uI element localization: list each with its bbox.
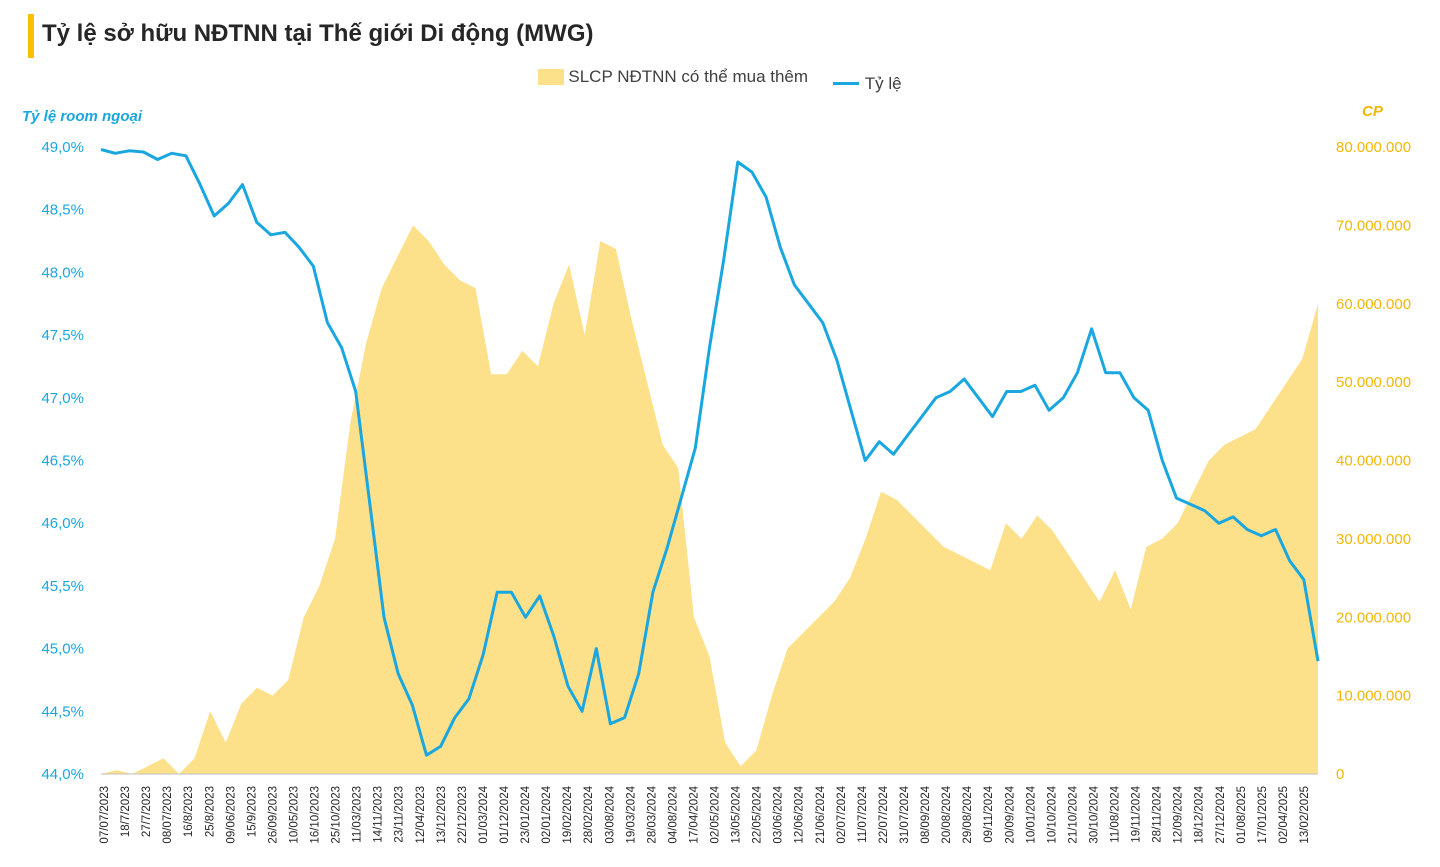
x-tick-label: 01/03/2024: [478, 785, 490, 843]
right-tick-label: 20.000.000: [1336, 609, 1411, 626]
x-tick-label: 28/02/2024: [583, 785, 595, 843]
x-tick-label: 18/7/2023: [120, 786, 132, 837]
left-tick-label: 46,5%: [41, 453, 84, 470]
legend-item-area: SLCP NĐTNN có thể mua thêm: [538, 67, 808, 87]
x-tick-label: 28/11/2024: [1152, 785, 1164, 842]
x-tick-label: 22/12/2023: [457, 786, 469, 844]
x-tick-label: 02/05/2024: [710, 785, 722, 843]
legend-swatch-area: [538, 69, 565, 85]
x-tick-label: 04/08/2024: [667, 785, 679, 843]
x-tick-label: 19/02/2024: [562, 785, 574, 843]
x-tick-label: 13/05/2024: [731, 785, 743, 843]
legend: SLCP NĐTNN có thể mua thêm Tỷ lệ: [0, 67, 1440, 94]
x-tick-label: 23/01/2024: [520, 785, 532, 843]
x-tick-label: 07/07/2023: [99, 786, 111, 844]
right-tick-label: 60.000.000: [1336, 296, 1411, 313]
x-tick-label: 30/10/2024: [1088, 785, 1100, 843]
left-tick-label: 47,0%: [41, 390, 84, 407]
x-tick-label: 11/08/2024: [1110, 785, 1122, 842]
right-axis-title: CP: [1362, 103, 1383, 120]
x-tick-label: 27/7/2023: [141, 786, 153, 837]
x-tick-label: 14/11/2023: [373, 786, 385, 843]
right-tick-label: 0: [1336, 766, 1344, 783]
x-tick-label: 02/07/2024: [836, 785, 848, 843]
x-tick-label: 25/8/2023: [204, 786, 216, 837]
left-tick-label: 44,0%: [41, 766, 84, 783]
x-tick-label: 12/06/2024: [794, 785, 806, 843]
left-tick-label: 45,0%: [41, 641, 84, 658]
x-tick-label: 03/08/2024: [604, 785, 616, 843]
x-tick-label: 02/04/2025: [1278, 786, 1290, 844]
area-series-slcp: [101, 225, 1318, 774]
x-tick-label: 10/05/2023: [288, 786, 300, 844]
right-tick-label: 80.000.000: [1336, 139, 1411, 156]
left-axis-title: Tỷ lệ room ngoại: [22, 108, 143, 125]
x-tick-label: 22/07/2024: [878, 785, 890, 843]
x-tick-label: 09/11/2024: [983, 785, 995, 842]
left-tick-label: 49,0%: [41, 139, 84, 156]
x-tick-label: 08/07/2023: [162, 786, 174, 844]
x-tick-label: 20/08/2024: [941, 785, 953, 843]
legend-item-line: Tỷ lệ: [832, 73, 902, 94]
right-tick-label: 30.000.000: [1336, 531, 1411, 548]
x-tick-label: 13/12/2023: [436, 786, 448, 844]
x-tick-label: 23/11/2023: [394, 786, 406, 843]
x-tick-label: 22/05/2024: [752, 785, 764, 843]
x-tick-label: 21/06/2024: [815, 785, 827, 843]
x-tick-label: 12/04/2023: [415, 786, 427, 844]
x-tick-label: 31/07/2024: [899, 785, 911, 843]
x-tick-label: 01/12/2024: [499, 785, 511, 843]
x-tick-label: 09/06/2023: [225, 786, 237, 844]
x-tick-label: 18/12/2024: [1194, 785, 1206, 843]
right-tick-label: 50.000.000: [1336, 374, 1411, 391]
left-tick-label: 46,0%: [41, 515, 84, 532]
x-tick-label: 20/09/2024: [1004, 785, 1016, 843]
right-tick-label: 40.000.000: [1336, 453, 1411, 470]
x-tick-label: 16/10/2023: [310, 786, 322, 844]
title-accent-bar: [28, 14, 34, 58]
x-tick-label: 17/04/2024: [688, 785, 700, 843]
x-tick-label: 11/03/2023: [352, 786, 364, 843]
x-tick-label: 21/10/2024: [1067, 785, 1079, 843]
left-tick-label: 44,5%: [41, 703, 84, 720]
x-tick-label: 26/09/2023: [267, 786, 279, 844]
x-tick-label: 13/02/2025: [1299, 786, 1311, 844]
x-tick-label: 10/10/2024: [1046, 785, 1058, 843]
left-tick-label: 48,0%: [41, 264, 84, 281]
left-tick-label: 48,5%: [41, 202, 84, 219]
x-tick-label: 02/01/2024: [541, 785, 553, 843]
x-tick-label: 15/9/2023: [246, 786, 258, 837]
x-tick-label: 03/06/2024: [773, 785, 785, 843]
line-series-ty-le: [100, 148, 1320, 757]
legend-label-line: Tỷ lệ: [864, 73, 902, 93]
legend-label-area: SLCP NĐTNN có thể mua thêm: [568, 67, 809, 86]
x-tick-label: 16/8/2023: [183, 786, 195, 837]
x-tick-label: 27/12/2024: [1215, 785, 1227, 843]
x-tick-label: 19/11/2024: [1131, 785, 1143, 842]
right-tick-label: 10.000.000: [1336, 688, 1411, 705]
left-tick-label: 47,5%: [41, 327, 84, 344]
right-tick-label: 70.000.000: [1336, 217, 1411, 234]
x-tick-label: 11/07/2024: [857, 785, 869, 842]
x-tick-label: 12/09/2024: [1173, 785, 1185, 843]
left-tick-label: 45,5%: [41, 578, 84, 595]
x-tick-label: 01/08/2025: [1236, 786, 1248, 844]
x-tick-label: 17/01/2025: [1257, 786, 1269, 844]
x-tick-label: 10/01/2024: [1025, 785, 1037, 843]
chart-title: Tỷ lệ sở hữu NĐTNN tại Thế giới Di động …: [42, 20, 594, 47]
x-tick-label: 28/03/2024: [646, 785, 658, 843]
x-tick-label: 08/09/2024: [920, 785, 932, 843]
legend-swatch-line: [832, 82, 859, 85]
x-tick-label: 19/03/2024: [625, 785, 637, 843]
x-tick-label: 29/08/2024: [962, 785, 974, 843]
x-tick-label: 25/10/2023: [331, 786, 343, 844]
